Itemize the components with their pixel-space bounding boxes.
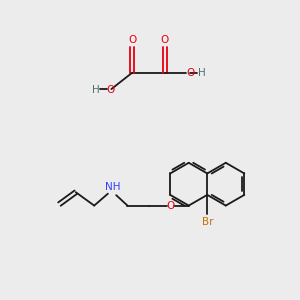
Text: NH: NH bbox=[105, 182, 120, 192]
Text: Br: Br bbox=[202, 217, 213, 226]
Text: O: O bbox=[128, 35, 136, 45]
Text: O: O bbox=[187, 68, 195, 78]
Text: H: H bbox=[198, 68, 206, 78]
Text: O: O bbox=[161, 35, 169, 45]
Text: H: H bbox=[92, 85, 100, 95]
Text: O: O bbox=[106, 85, 114, 95]
Text: O: O bbox=[166, 201, 174, 211]
